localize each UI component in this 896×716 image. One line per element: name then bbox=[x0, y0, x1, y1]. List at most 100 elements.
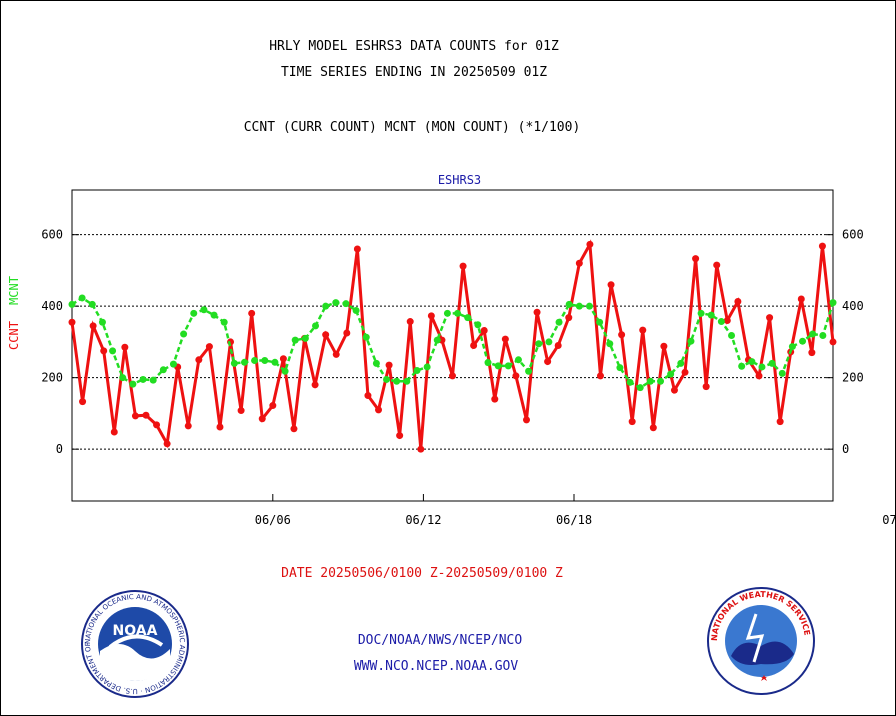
y-tick-label-right: 400 bbox=[842, 299, 864, 313]
ccnt-point bbox=[512, 372, 520, 380]
ccnt-point bbox=[702, 383, 710, 391]
ccnt-point bbox=[776, 418, 784, 426]
mcnt-point bbox=[738, 362, 746, 370]
y-tick-label-right: 0 bbox=[842, 442, 849, 456]
mcnt-point bbox=[352, 306, 360, 314]
ccnt-point bbox=[290, 425, 298, 433]
ccnt-point bbox=[110, 428, 118, 436]
mcnt-point bbox=[169, 360, 177, 368]
mcnt-point bbox=[504, 362, 512, 370]
ccnt-line bbox=[70, 239, 835, 450]
mcnt-point bbox=[119, 374, 127, 382]
ccnt-point bbox=[343, 329, 351, 337]
ccnt-point bbox=[470, 342, 478, 349]
mcnt-point bbox=[109, 347, 117, 355]
mcnt-point bbox=[606, 340, 614, 348]
ccnt-point bbox=[121, 343, 129, 351]
ccnt-point bbox=[427, 312, 435, 320]
mcnt-point bbox=[474, 321, 482, 329]
mcnt-point bbox=[697, 309, 705, 317]
ccnt-point bbox=[311, 381, 319, 389]
ccnt-point bbox=[100, 347, 108, 355]
mcnt-point bbox=[312, 322, 320, 330]
ccnt-point bbox=[79, 398, 87, 406]
mcnt-point bbox=[332, 299, 340, 307]
x-tick-label: 06/18 bbox=[556, 513, 592, 527]
date-range-label: DATE 20250506/0100 Z-20250509/0100 Z bbox=[281, 566, 563, 581]
ccnt-point bbox=[89, 322, 97, 330]
mcnt-point bbox=[758, 363, 766, 371]
ccnt-point bbox=[216, 423, 224, 431]
ccnt-point bbox=[639, 326, 647, 334]
ccnt-point bbox=[818, 242, 826, 250]
mcnt-point bbox=[362, 333, 370, 341]
ccnt-point bbox=[734, 298, 742, 306]
chart-title-line1: HRLY MODEL ESHRS3 DATA COUNTS for 01Z bbox=[269, 39, 559, 54]
ccnt-point bbox=[649, 424, 657, 432]
ccnt-point bbox=[607, 281, 615, 289]
ccnt-point bbox=[385, 361, 393, 369]
ccnt-point bbox=[353, 245, 361, 253]
noaa-logo-text: NOAA bbox=[113, 623, 158, 639]
mcnt-point bbox=[180, 330, 188, 338]
mcnt-point bbox=[372, 359, 380, 367]
mcnt-point bbox=[616, 364, 624, 372]
ccnt-point bbox=[406, 318, 414, 326]
ccnt-point bbox=[332, 350, 340, 358]
ccnt-point bbox=[184, 422, 192, 430]
mcnt-point bbox=[301, 334, 309, 342]
website-link[interactable]: WWW.NCO.NCEP.NOAA.GOV bbox=[353, 659, 519, 674]
ccnt-point bbox=[618, 331, 626, 339]
ccnt-point bbox=[660, 342, 668, 350]
mcnt-point bbox=[403, 377, 411, 385]
mcnt-point bbox=[78, 294, 86, 302]
mcnt-point bbox=[443, 309, 451, 317]
ccnt-point bbox=[195, 356, 203, 364]
mcnt-point bbox=[230, 359, 238, 367]
mcnt-point bbox=[667, 370, 675, 378]
mcnt-point bbox=[626, 378, 634, 386]
mcnt-point bbox=[271, 358, 279, 366]
ccnt-point bbox=[755, 372, 763, 380]
mcnt-point bbox=[210, 311, 218, 319]
mcnt-point bbox=[687, 337, 695, 345]
y-tick-label-left: 200 bbox=[41, 371, 63, 385]
mcnt-point bbox=[535, 340, 543, 348]
mcnt-point bbox=[251, 357, 259, 365]
ccnt-point bbox=[501, 335, 509, 343]
y-tick-label-left: 400 bbox=[41, 299, 63, 313]
ccnt-point bbox=[565, 314, 573, 322]
ccnt-point bbox=[628, 418, 636, 426]
mcnt-point bbox=[514, 356, 522, 364]
ccnt-point bbox=[491, 395, 499, 403]
mcnt-point bbox=[657, 377, 665, 385]
mcnt-point bbox=[545, 338, 553, 346]
mcnt-point bbox=[98, 318, 106, 326]
ccnt-point bbox=[258, 415, 266, 423]
ccnt-point bbox=[205, 343, 213, 351]
mcnt-point bbox=[220, 318, 228, 326]
org-path-link[interactable]: DOC/NOAA/NWS/NCEP/NCO bbox=[357, 633, 523, 648]
mcnt-point bbox=[484, 359, 492, 367]
mcnt-point bbox=[464, 314, 472, 322]
mcnt-point bbox=[799, 337, 807, 345]
mcnt-point bbox=[575, 302, 583, 310]
ccnt-point bbox=[459, 262, 467, 270]
y-tick-label-left: 600 bbox=[41, 228, 63, 242]
mcnt-point bbox=[413, 367, 421, 375]
nws-logo: NATIONAL WEATHER SERVICE bbox=[707, 587, 815, 695]
ccnt-point bbox=[713, 261, 721, 269]
ccnt-point bbox=[237, 407, 245, 415]
mcnt-point bbox=[707, 311, 715, 319]
ccnt-point bbox=[449, 372, 456, 380]
y-axis-label-ccnt: CCNT bbox=[7, 321, 21, 350]
mcnt-point bbox=[778, 369, 786, 377]
ccnt-point bbox=[142, 411, 150, 419]
x-tick-label: 06/12 bbox=[405, 513, 441, 527]
mcnt-point bbox=[555, 318, 563, 326]
ccnt-point bbox=[163, 440, 171, 448]
mcnt-point bbox=[281, 367, 289, 375]
mcnt-point bbox=[748, 358, 756, 366]
ccnt-point bbox=[533, 308, 541, 316]
